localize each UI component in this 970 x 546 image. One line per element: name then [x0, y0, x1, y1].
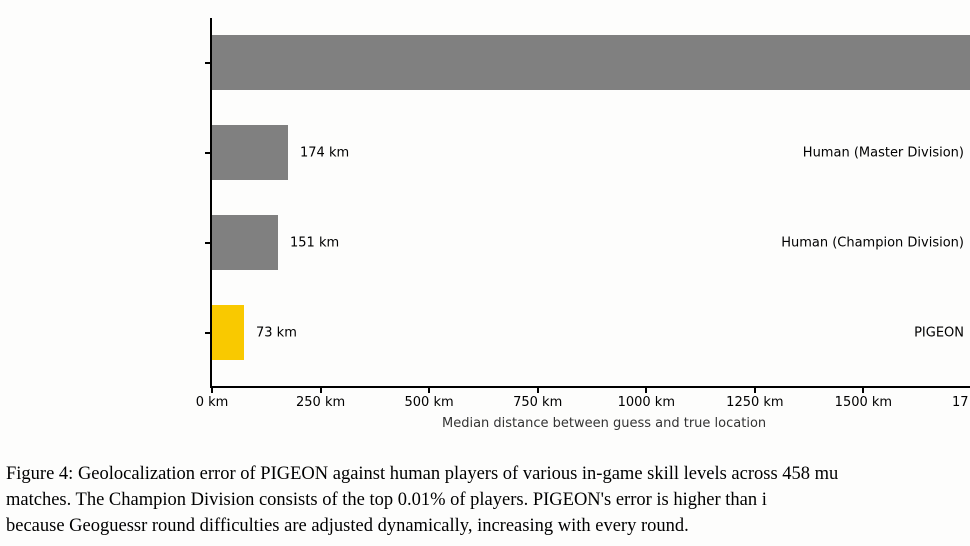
caption-line: matches. The Champion Division consists … — [6, 488, 966, 514]
y-tick — [205, 332, 212, 334]
x-tick-label: 750 km — [498, 395, 578, 410]
x-tick — [645, 386, 647, 393]
x-tick-label: 17 — [952, 395, 970, 410]
bar-chart: Human (Gold Division) Human (Master Divi… — [0, 0, 970, 450]
y-tick — [205, 152, 212, 154]
x-tick-label: 500 km — [389, 395, 469, 410]
x-tick-label: 1250 km — [715, 395, 795, 410]
bar-pigeon — [212, 305, 244, 360]
y-tick — [205, 242, 212, 244]
x-tick — [320, 386, 322, 393]
x-tick — [754, 386, 756, 393]
bar-value-label: 73 km — [256, 325, 297, 340]
x-tick — [211, 386, 213, 393]
x-tick-label: 1000 km — [606, 395, 686, 410]
x-tick-label: 0 km — [172, 395, 252, 410]
caption-line: Figure 4: Geolocalization error of PIGEO… — [6, 462, 966, 488]
x-axis-title: Median distance between guess and true l… — [442, 416, 766, 431]
y-tick — [205, 62, 212, 64]
x-tick-label: 1500 km — [823, 395, 903, 410]
bar-master — [212, 125, 288, 180]
figure-caption: Figure 4: Geolocalization error of PIGEO… — [6, 462, 966, 540]
x-tick-label: 250 km — [281, 395, 361, 410]
caption-line: because Geoguessr round difficulties are… — [6, 514, 966, 540]
x-tick — [862, 386, 864, 393]
bar-value-label: 151 km — [290, 235, 339, 250]
bar-champion — [212, 215, 278, 270]
bar-value-label: 174 km — [300, 145, 349, 160]
x-tick — [537, 386, 539, 393]
plot-area: 174 km 151 km 73 km 0 km 250 km 500 km 7… — [210, 18, 970, 388]
bar-gold — [212, 35, 970, 90]
x-tick — [428, 386, 430, 393]
